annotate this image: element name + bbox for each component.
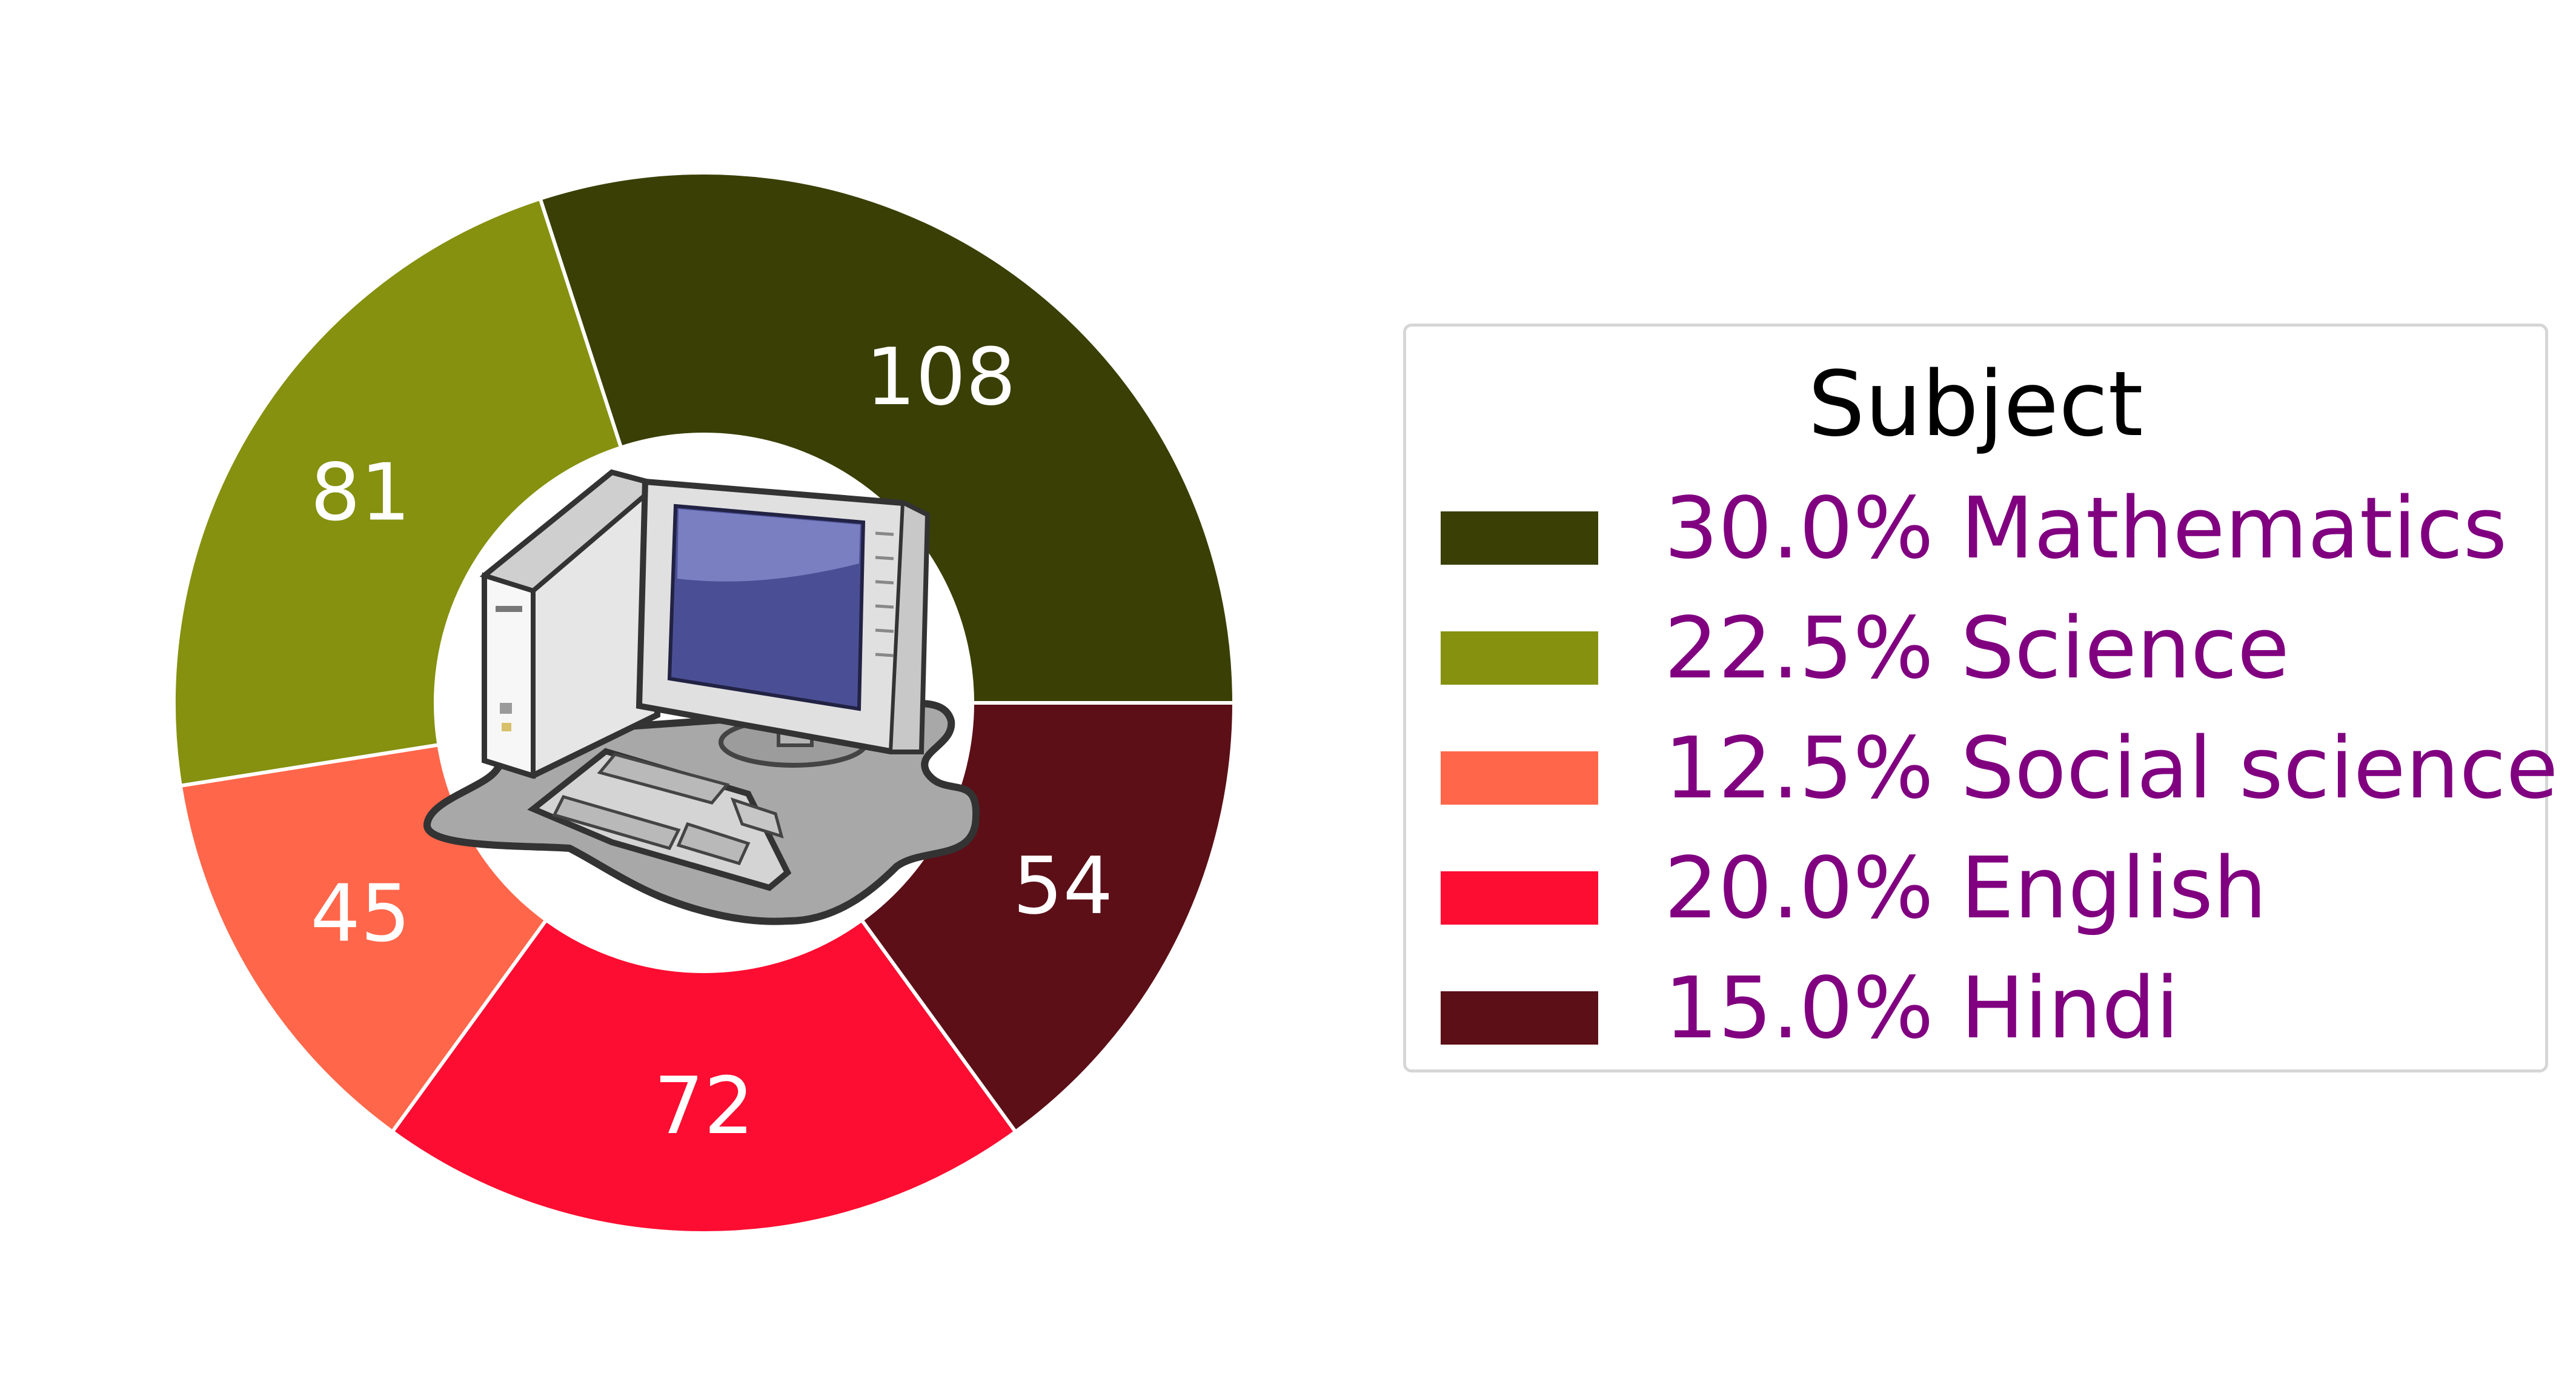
legend-item: 22.5% Science (1406, 598, 2545, 701)
slice-value-label: 108 (866, 331, 1016, 423)
legend-label: 12.5% Social science (1664, 719, 2558, 818)
slice-value-label: 45 (310, 867, 410, 959)
slice-value-label: 54 (1013, 840, 1113, 932)
legend-item: 15.0% Hindi (1406, 958, 2545, 1061)
slice-value-label: 72 (654, 1060, 754, 1152)
legend-label: 20.0% English (1664, 839, 2267, 938)
legend-swatch (1441, 991, 1598, 1045)
chart-legend: Subject 30.0% Mathematics 22.5% Science 12… (1403, 324, 2558, 1072)
legend-label: 22.5% Science (1664, 599, 2289, 698)
desktop-computer-icon (423, 469, 980, 925)
legend-item: 30.0% Mathematics (1406, 478, 2545, 581)
legend-item: 12.5% Social science (1406, 718, 2558, 821)
legend-item: 20.0% English (1406, 838, 2545, 941)
slice-value-labels: 108 81 45 72 54 (310, 331, 1113, 1152)
legend-label: 15.0% Hindi (1664, 959, 2179, 1058)
legend-title: Subject (1808, 352, 2143, 456)
legend-swatch (1441, 631, 1598, 685)
slice-value-label: 81 (310, 447, 410, 539)
legend-swatch (1441, 751, 1598, 805)
legend-label: 30.0% Mathematics (1664, 479, 2508, 578)
legend-swatch (1441, 871, 1598, 925)
legend-swatch (1441, 511, 1598, 565)
